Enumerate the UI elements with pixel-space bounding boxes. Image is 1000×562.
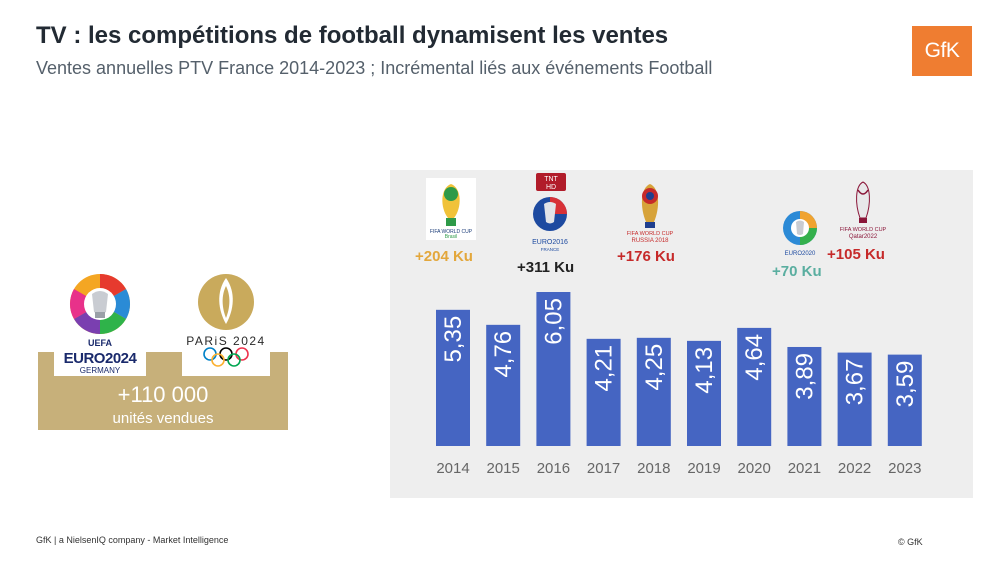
- euro-logo-line2: EURO2024: [63, 350, 137, 367]
- x-tick-label-2015: 2015: [487, 460, 520, 477]
- x-tick-label-2017: 2017: [587, 460, 620, 477]
- bar-chart: 5,35 2014 4,76 2015 6,05 2016 4,21 2017 4,25 2018…: [436, 292, 922, 477]
- world-cup-2018-logo: FIFA WORLD CUP RUSSIA 2018: [620, 182, 680, 249]
- tnt-hd-badge: TNT HD: [536, 173, 566, 196]
- bar-value-label-2020: 4,64: [741, 334, 768, 381]
- bar-value-label-2021: 3,89: [791, 353, 818, 400]
- x-tick-label-2022: 2022: [838, 460, 871, 477]
- bar-value-label-2018: 4,25: [641, 344, 668, 391]
- euro2016-trophy-icon: EURO2016 FRANCE: [532, 197, 568, 252]
- svg-text:FIFA WORLD CUP: FIFA WORLD CUP: [840, 227, 887, 233]
- svg-text:FRANCE: FRANCE: [541, 247, 560, 252]
- page-subtitle: Ventes annuelles PTV France 2014-2023 ; …: [36, 58, 713, 78]
- bar-value-label-2014: 5,35: [440, 316, 467, 363]
- bar-2022: [837, 352, 872, 446]
- svg-text:EURO2016: EURO2016: [532, 239, 568, 246]
- world-cup-2022-logo: FIFA WORLD CUP Qatar2022: [834, 178, 892, 247]
- bar-value-label-2017: 4,21: [591, 345, 618, 392]
- x-tick-label-2020: 2020: [738, 460, 771, 477]
- x-tick-label-2018: 2018: [637, 460, 670, 477]
- euro2020-trophy-icon: EURO2020: [783, 211, 817, 257]
- event-label-2022: +105 Ku: [827, 246, 885, 263]
- bar-value-label-2023: 3,59: [892, 361, 919, 408]
- bar-value-label-2022: 3,67: [842, 359, 869, 406]
- tnt-hd-icon: TNT HD: [536, 173, 566, 191]
- x-tick-label-2014: 2014: [436, 460, 469, 477]
- x-tick-label-2021: 2021: [788, 460, 821, 477]
- event-label-2018: +176 Ku: [617, 248, 675, 265]
- world-cup-trophy-icon: FIFA WORLD CUP Brasil: [426, 178, 476, 240]
- svg-text:Qatar2022: Qatar2022: [849, 234, 878, 240]
- page-title: TV : les compétitions de football dynami…: [36, 22, 669, 49]
- euro-logo-line1: UEFA: [87, 338, 112, 348]
- event-label-2016: +311 Ku: [517, 259, 575, 276]
- bar-value-label-2015: 4,76: [490, 331, 517, 378]
- footer-copyright: © GfK: [898, 537, 923, 547]
- bar-2018: [636, 337, 671, 446]
- x-tick-label-2016: 2016: [537, 460, 570, 477]
- svg-text:TNT: TNT: [544, 176, 558, 183]
- svg-text:EURO2020: EURO2020: [785, 251, 816, 257]
- bar-2020: [737, 327, 772, 446]
- bar-2023: [887, 354, 922, 446]
- footer-source: GfK | a NielsenIQ company - Market Intel…: [36, 535, 229, 545]
- event-label-2014: +204 Ku: [415, 248, 473, 265]
- euro2024-logo: [54, 268, 146, 376]
- gfk-logo: GfK: [912, 26, 972, 76]
- event-label-2021: +70 Ku: [772, 263, 822, 280]
- bar-2021: [787, 346, 822, 446]
- world-cup-2014-logo: FIFA WORLD CUP Brasil: [426, 178, 476, 245]
- bar-value-label-2019: 4,13: [691, 347, 718, 394]
- paris-logo-text: PARiS 2024: [186, 334, 266, 348]
- bar-2017: [586, 338, 621, 446]
- bar-2016: [536, 292, 571, 446]
- euro-2020-logo: EURO2020: [778, 208, 822, 265]
- euro-2016-logo: EURO2016 FRANCE: [526, 194, 574, 261]
- svg-text:HD: HD: [546, 184, 556, 191]
- bar-2019: [687, 340, 721, 446]
- incremental-units-value: +110 000: [117, 382, 209, 407]
- world-cup-2022-icon: FIFA WORLD CUP Qatar2022: [840, 181, 887, 240]
- incremental-units-caption: unités vendues: [112, 410, 214, 427]
- paris2024-flame-icon: [198, 274, 254, 367]
- bar-2015: [486, 324, 521, 446]
- world-cup-2018-icon: FIFA WORLD CUP RUSSIA 2018: [627, 184, 674, 244]
- svg-text:FIFA WORLD CUP: FIFA WORLD CUP: [430, 229, 473, 235]
- x-tick-label-2019: 2019: [687, 460, 720, 477]
- euro-logo-line3: GERMANY: [79, 366, 121, 375]
- paris2024-logo: [182, 268, 270, 376]
- bar-2014: [436, 309, 470, 446]
- svg-text:Brasil: Brasil: [445, 234, 458, 240]
- x-tick-label-2023: 2023: [888, 460, 921, 477]
- svg-text:FIFA WORLD CUP: FIFA WORLD CUP: [627, 231, 674, 237]
- euro2024-trophy-icon: [69, 274, 131, 334]
- svg-text:RUSSIA 2018: RUSSIA 2018: [631, 238, 669, 244]
- bar-value-label-2016: 6,05: [540, 298, 567, 345]
